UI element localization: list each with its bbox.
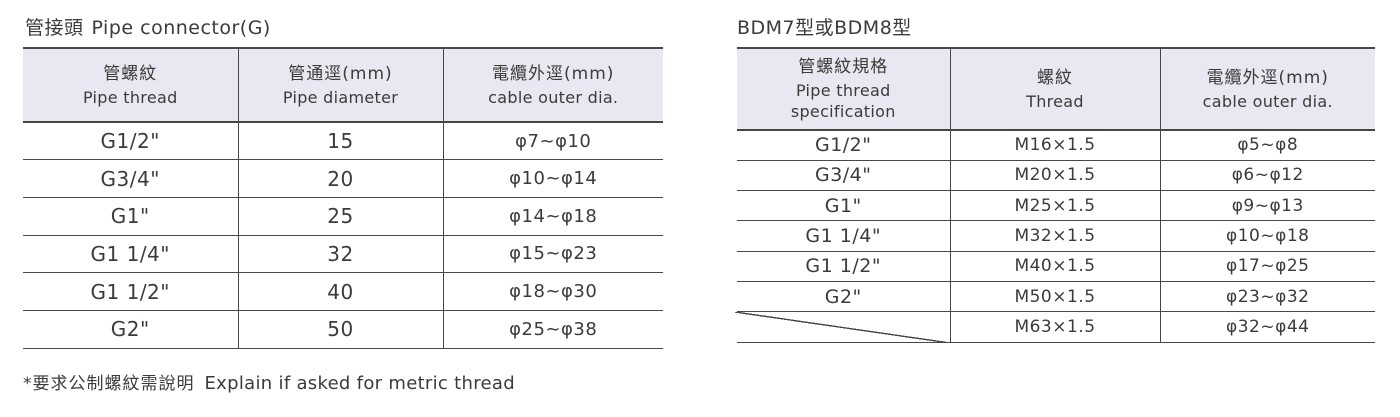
table-row: G2" 50 φ25~φ38 (23, 310, 663, 349)
cell-thread: M25×1.5 (950, 190, 1161, 222)
header-row: 管螺紋 Pipe thread 管通逕(mm) Pipe diameter 電纜… (23, 48, 663, 123)
cell-pipe-diameter: 50 (238, 310, 444, 349)
footnote-en: Explain if asked for metric thread (204, 373, 515, 394)
column-header-en: Pipe thread specification (790, 80, 896, 122)
cell-cable-outer-dia: φ17~φ25 (1160, 251, 1375, 282)
metric-thread-footnote: *要求公制螺紋需說明 Explain if asked for metric th… (23, 369, 515, 394)
cell-pipe-thread-spec: G1 1/4" (737, 220, 951, 252)
cell-not-applicable (735, 311, 951, 343)
cell-cable-outer-dia: φ9~φ13 (1160, 190, 1375, 222)
cell-pipe-diameter: 32 (238, 235, 444, 274)
cell-pipe-diameter: 25 (238, 197, 444, 236)
column-header-en: Thread (1026, 91, 1084, 111)
cell-cable-outer-dia: φ10~φ14 (443, 159, 663, 198)
cell-pipe-thread: G2" (23, 310, 239, 349)
cell-cable-outer-dia: φ18~φ30 (443, 272, 663, 311)
table-row: G2" M50×1.5 φ23~φ32 (737, 281, 1375, 313)
column-header-pipe-diameter: 管通逕(mm) Pipe diameter (238, 48, 444, 123)
table-row: G3/4" M20×1.5 φ6~φ12 (737, 160, 1375, 192)
cell-pipe-thread: G1 1/2" (23, 272, 239, 311)
cell-pipe-thread-spec: G3/4" (737, 160, 951, 192)
column-header-zh: 螺紋 (1037, 67, 1073, 88)
cell-cable-outer-dia: φ10~φ18 (1160, 220, 1375, 252)
column-header-thread: 螺紋 Thread (950, 48, 1161, 131)
cell-pipe-thread-spec: G1 1/2" (737, 251, 951, 282)
column-header-zh: 管螺紋 (103, 63, 158, 84)
cell-thread: M50×1.5 (950, 281, 1161, 313)
cell-cable-outer-dia: φ23~φ32 (1160, 281, 1375, 313)
cell-cable-outer-dia: φ14~φ18 (443, 197, 663, 236)
cell-thread: M16×1.5 (950, 130, 1161, 161)
footnote-zh: *要求公制螺紋需說明 (23, 374, 195, 394)
column-header-en: cable outer dia. (1202, 91, 1333, 111)
pipe-connector-table: 管螺紋 Pipe thread 管通逕(mm) Pipe diameter 電纜… (23, 47, 663, 349)
cell-pipe-thread-spec: G1/2" (737, 130, 951, 161)
cell-cable-outer-dia: φ7~φ10 (443, 122, 663, 161)
cell-thread: M20×1.5 (950, 160, 1161, 192)
left-table-title-zh: 管接頭 (25, 17, 84, 39)
cell-pipe-thread-spec: G2" (737, 281, 951, 313)
cell-pipe-thread: G3/4" (23, 159, 239, 198)
table-row: G1 1/4" M32×1.5 φ10~φ18 (737, 220, 1375, 252)
cell-pipe-diameter: 15 (238, 122, 444, 161)
cell-cable-outer-dia: φ5~φ8 (1160, 130, 1375, 161)
cell-cable-outer-dia: φ6~φ12 (1160, 160, 1375, 192)
cell-thread: M63×1.5 (950, 311, 1161, 343)
left-table-title: 管接頭 Pipe connector(G) (25, 13, 271, 40)
cell-pipe-diameter: 40 (238, 272, 444, 311)
table-row: G1 1/4" 32 φ15~φ23 (23, 235, 663, 274)
na-diagonal-slash (735, 312, 950, 343)
column-header-pipe-thread: 管螺紋 Pipe thread (23, 48, 239, 123)
cell-thread: M40×1.5 (950, 251, 1161, 282)
cell-pipe-thread: G1/2" (23, 122, 239, 161)
left-table-title-en: Pipe connector(G) (91, 17, 271, 39)
table-row: M63×1.5 φ32~φ44 (735, 311, 1375, 343)
cell-cable-outer-dia: φ32~φ44 (1160, 311, 1375, 343)
cell-pipe-thread-spec: G1" (737, 190, 951, 222)
table-row: G1" 25 φ14~φ18 (23, 197, 663, 236)
table-row: G1/2" M16×1.5 φ5~φ8 (737, 130, 1375, 161)
column-header-zh: 電纜外逕(mm) (1206, 67, 1329, 88)
cell-pipe-thread: G1" (23, 197, 239, 236)
column-header-zh: 管螺紋規格 (798, 57, 889, 78)
column-header-zh: 電纜外逕(mm) (492, 63, 615, 84)
table-row: G1 1/2" 40 φ18~φ30 (23, 272, 663, 311)
header-row: 管螺紋規格 Pipe thread specification 螺紋 Threa… (737, 48, 1375, 131)
column-header-cable-outer-dia: 電纜外逕(mm) cable outer dia. (1160, 48, 1375, 131)
column-header-en: Pipe thread (82, 87, 178, 107)
column-header-zh: 管通逕(mm) (288, 63, 393, 84)
cell-thread: M32×1.5 (950, 220, 1161, 252)
bdm7-bdm8-table: 管螺紋規格 Pipe thread specification 螺紋 Threa… (735, 47, 1375, 343)
right-table-title: BDM7型或BDM8型 (737, 17, 912, 39)
table-row: G1/2" 15 φ7~φ10 (23, 122, 663, 161)
cell-cable-outer-dia: φ15~φ23 (443, 235, 663, 274)
column-header-en: Pipe diameter (282, 87, 399, 107)
cell-pipe-thread: G1 1/4" (23, 235, 239, 274)
column-header-en: cable outer dia. (488, 87, 619, 107)
table-row: G1" M25×1.5 φ9~φ13 (737, 190, 1375, 222)
column-header-cable-outer-dia: 電纜外逕(mm) cable outer dia. (443, 48, 663, 123)
table-row: G1 1/2" M40×1.5 φ17~φ25 (737, 251, 1375, 282)
cell-pipe-diameter: 20 (238, 159, 444, 198)
cell-cable-outer-dia: φ25~φ38 (443, 310, 663, 349)
table-row: G3/4" 20 φ10~φ14 (23, 159, 663, 198)
column-header-pipe-thread-spec: 管螺紋規格 Pipe thread specification (737, 48, 951, 131)
